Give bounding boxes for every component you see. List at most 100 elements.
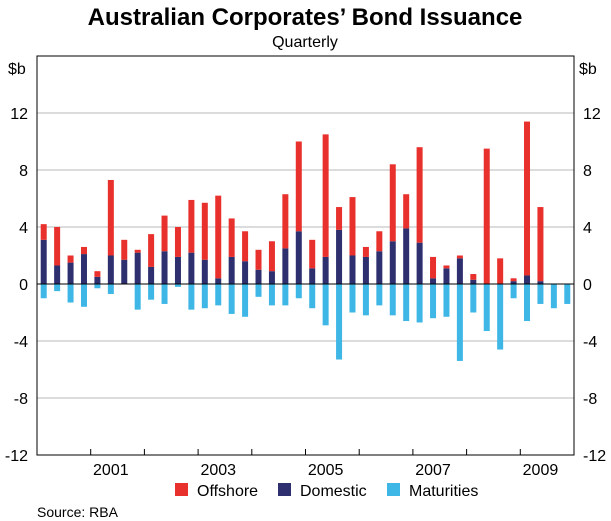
y-tick-label-right: 8 (583, 163, 592, 180)
y-unit-left: $b (8, 61, 26, 78)
bar-offshore (94, 271, 101, 277)
bar-maturities (80, 284, 87, 307)
bar-domestic (134, 252, 141, 284)
legend: Offshore Domestic Maturities (175, 483, 478, 500)
bars (40, 121, 571, 361)
bar-maturities (537, 284, 544, 304)
bar-maturities (309, 284, 316, 309)
bar-maturities (174, 284, 181, 287)
y-tick-label-right: 12 (583, 106, 601, 123)
y-tick-label-left: 4 (19, 220, 28, 237)
bar-offshore (67, 255, 74, 263)
bar-offshore (336, 207, 343, 230)
bar-offshore (54, 227, 61, 266)
bar-maturities (94, 284, 101, 289)
x-tick-label: 2009 (523, 462, 559, 479)
bar-offshore (322, 134, 329, 257)
bar-offshore (537, 207, 544, 282)
y-tick-label-right: -12 (583, 448, 606, 465)
bar-offshore (430, 256, 437, 279)
y-tick-label-right: -8 (583, 391, 597, 408)
bar-offshore (161, 215, 168, 252)
bar-offshore (483, 148, 490, 284)
bar-domestic (524, 275, 531, 284)
bar-offshore (470, 274, 477, 280)
bar-maturities (362, 284, 369, 316)
y-tick-label-left: 8 (19, 163, 28, 180)
bar-offshore (497, 258, 504, 284)
x-tick-label: 2005 (308, 462, 344, 479)
bar-maturities (40, 284, 47, 299)
bar-maturities (470, 284, 477, 313)
chart-title: Australian Corporates’ Bond Issuance (88, 4, 523, 31)
bar-domestic (403, 228, 410, 284)
bar-maturities (228, 284, 235, 314)
bar-maturities (416, 284, 423, 323)
bar-maturities (456, 284, 463, 361)
bar-maturities (67, 284, 74, 303)
bar-maturities (389, 284, 396, 316)
y-tick-label-left: 0 (19, 277, 28, 294)
gridlines (37, 112, 574, 399)
bar-offshore (510, 278, 517, 282)
legend-label-offshore: Offshore (197, 483, 258, 500)
bar-domestic (295, 231, 302, 284)
bar-offshore (349, 197, 356, 256)
bar-maturities (134, 284, 141, 310)
bar-offshore (524, 121, 531, 276)
bar-domestic (282, 248, 289, 284)
bar-offshore (242, 231, 249, 262)
x-tick-label: 2007 (415, 462, 451, 479)
legend-swatch-maturities (387, 483, 400, 496)
bar-offshore (228, 218, 235, 257)
bar-domestic (336, 229, 343, 284)
plot-frame (36, 55, 575, 456)
bar-domestic (107, 255, 114, 284)
bar-offshore (215, 195, 222, 279)
bar-maturities (497, 284, 504, 350)
bar-maturities (295, 284, 302, 299)
bar-domestic (268, 271, 275, 284)
bar-domestic (416, 242, 423, 284)
bar-maturities (403, 284, 410, 322)
bar-maturities (107, 284, 114, 294)
bar-domestic (188, 252, 195, 284)
bar-domestic (349, 255, 356, 284)
bar-maturities (430, 284, 437, 319)
bar-maturities (215, 284, 222, 306)
bar-offshore (389, 164, 396, 242)
bar-offshore (268, 241, 275, 272)
bar-offshore (80, 246, 87, 255)
bar-domestic (228, 256, 235, 284)
bar-domestic (470, 279, 477, 284)
bar-offshore (282, 194, 289, 249)
bar-domestic (362, 256, 369, 284)
bar-domestic (255, 269, 262, 284)
bar-offshore (456, 255, 463, 259)
bar-maturities (349, 284, 356, 313)
bar-offshore (443, 265, 450, 269)
bar-offshore (121, 239, 128, 260)
bar-maturities (510, 284, 517, 299)
y-tick-label-right: 0 (583, 277, 592, 294)
bar-offshore (362, 246, 369, 257)
bar-offshore (174, 227, 181, 257)
bar-domestic (389, 241, 396, 284)
bar-maturities (148, 284, 155, 300)
bar-domestic (67, 262, 74, 284)
bar-domestic (443, 268, 450, 284)
bar-offshore (309, 239, 316, 269)
x-tick-label: 2003 (200, 462, 236, 479)
bar-maturities (524, 284, 531, 322)
bar-offshore (295, 141, 302, 232)
bar-maturities (268, 284, 275, 306)
bar-offshore (416, 147, 423, 243)
bar-domestic (174, 256, 181, 284)
bar-maturities (282, 284, 289, 306)
y-tick-label-left: -8 (14, 391, 28, 408)
bar-offshore (255, 249, 262, 270)
bar-domestic (309, 268, 316, 284)
bar-domestic (94, 276, 101, 284)
bar-domestic (537, 281, 544, 284)
